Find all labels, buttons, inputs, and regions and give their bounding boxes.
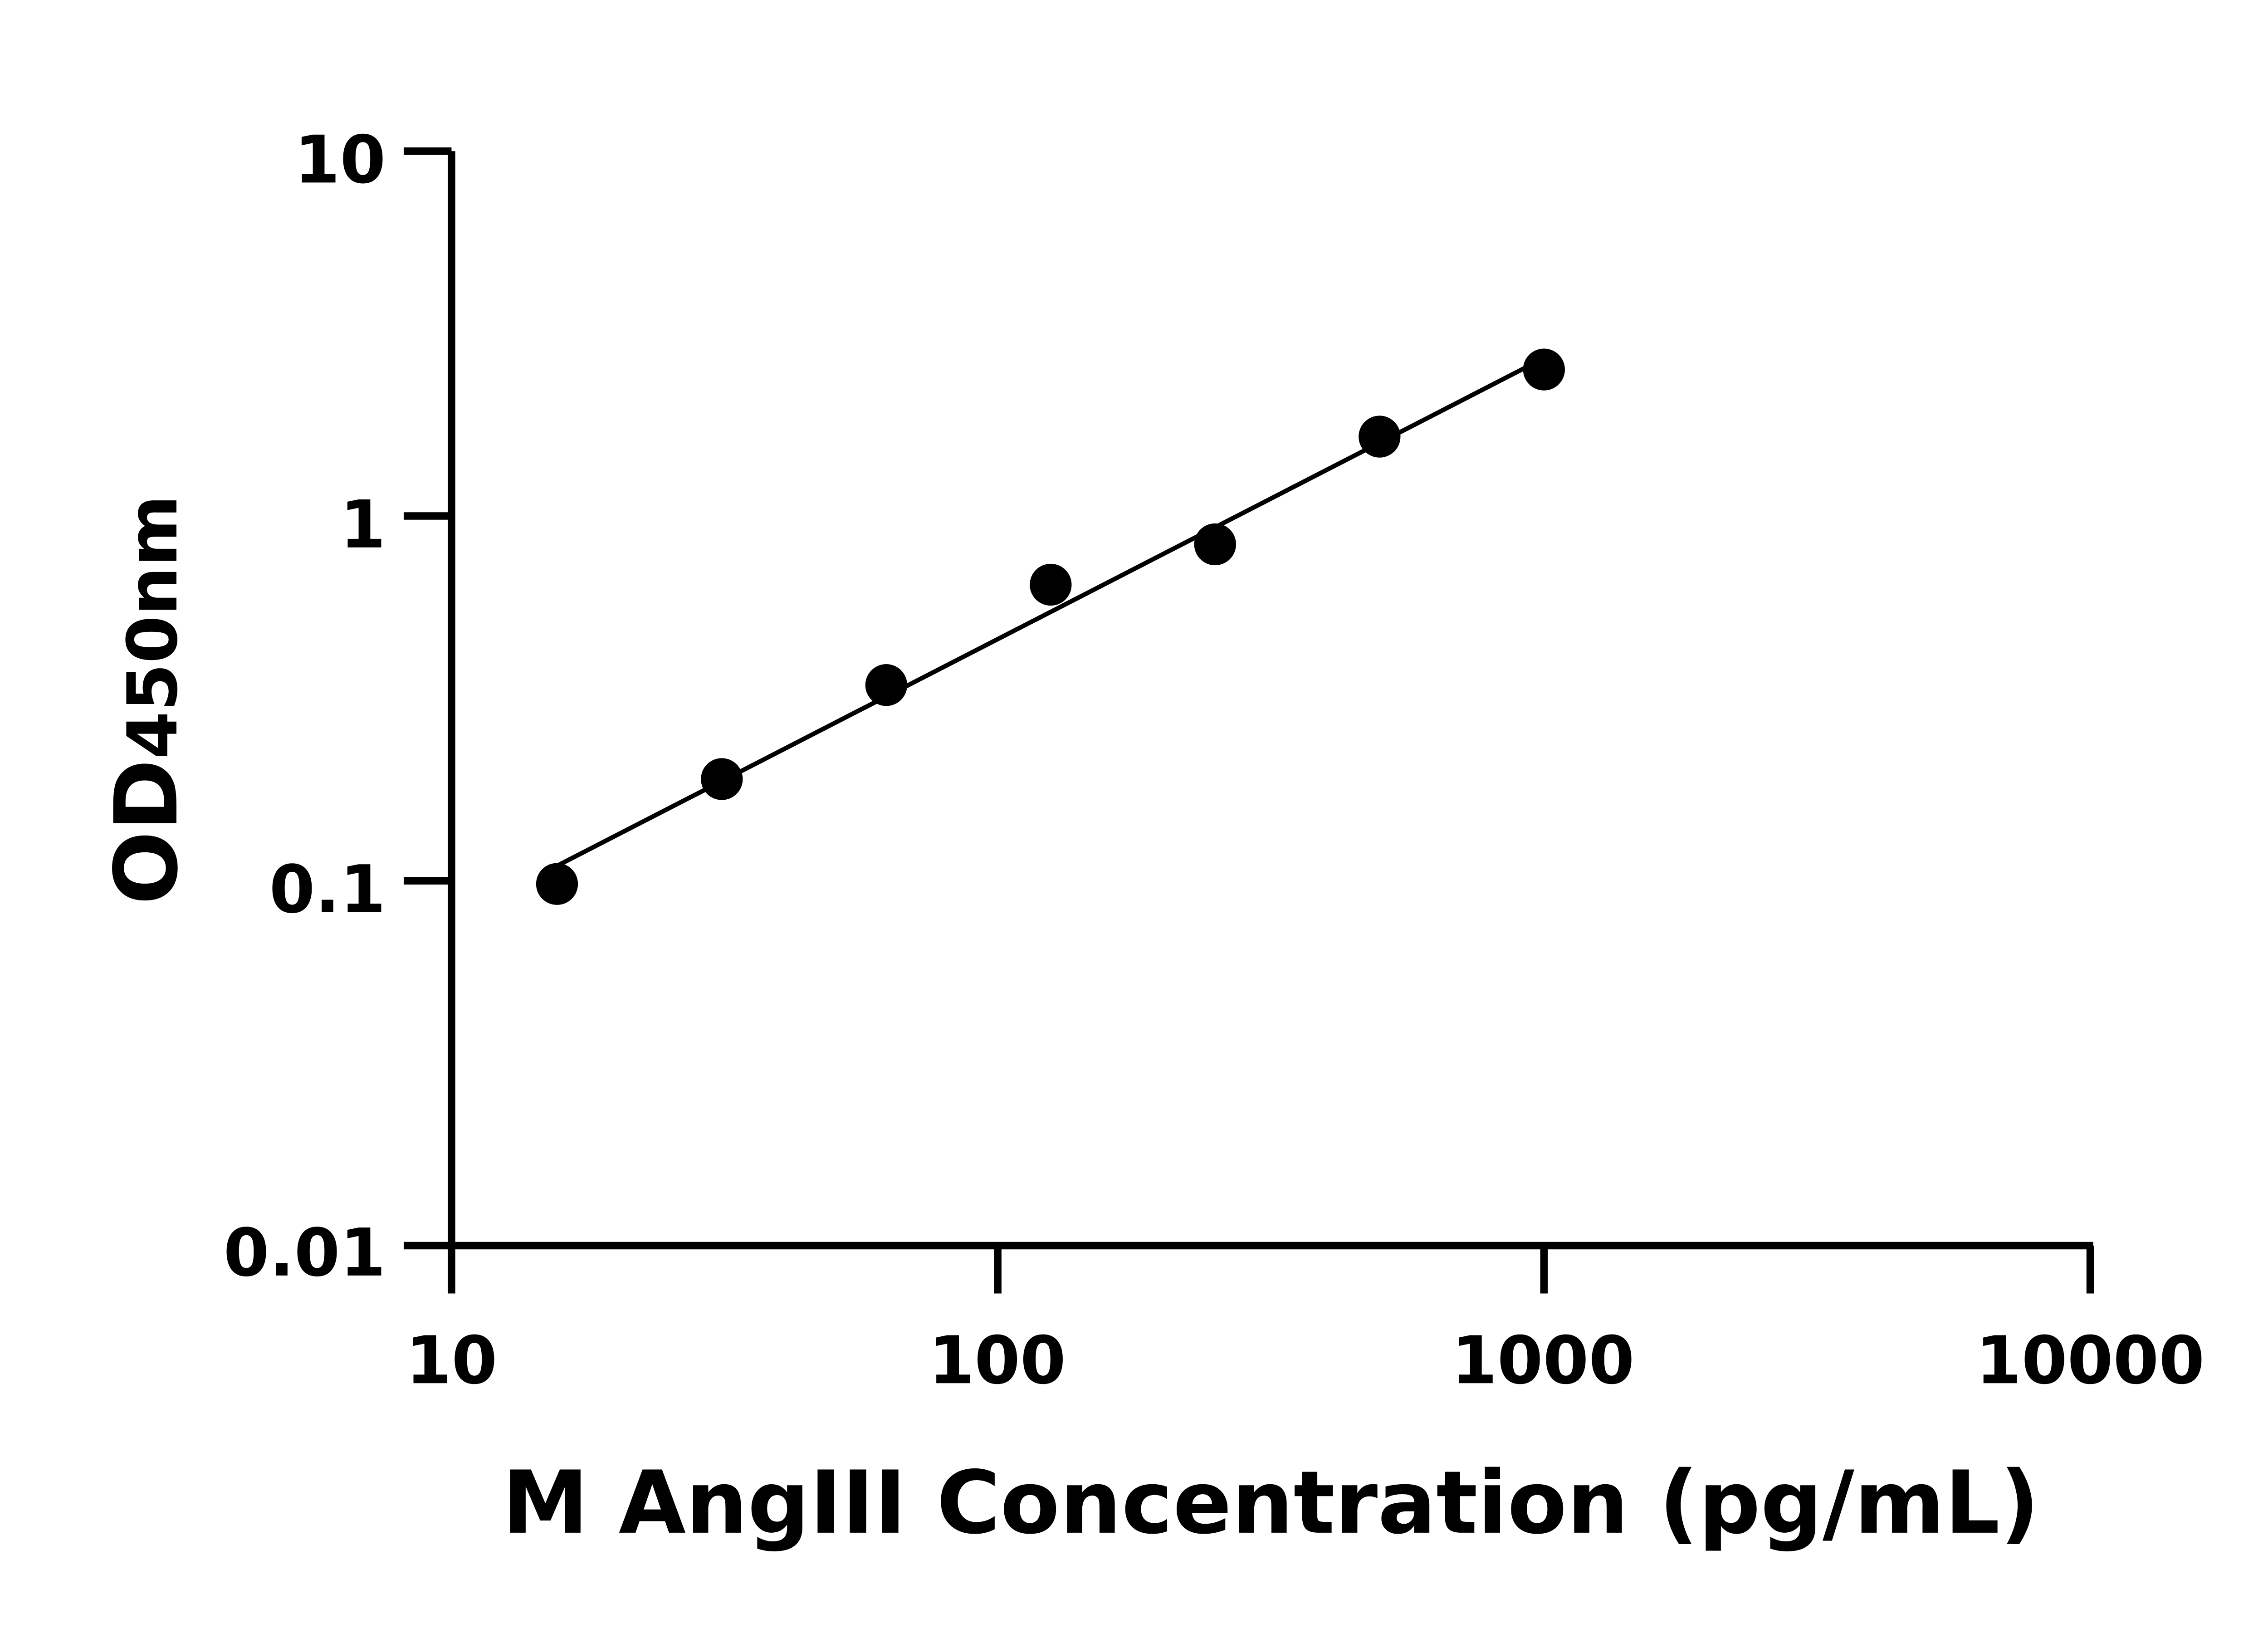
y-axis-label-sub: 450nm (112, 495, 193, 759)
x-tick-label: 1000 (1452, 1322, 1635, 1399)
data-point (701, 758, 743, 800)
x-tick-label: 10000 (1976, 1322, 2205, 1399)
data-point (536, 863, 578, 905)
y-axis-label: OD450nm (97, 495, 197, 905)
data-point (1523, 348, 1565, 391)
y-tick-label: 10 (294, 122, 386, 198)
y-tick-label: 0.01 (224, 1215, 386, 1291)
axes (403, 147, 2094, 1294)
data-point (865, 664, 907, 706)
y-tick-label: 0.1 (269, 851, 386, 928)
x-tick-label: 100 (929, 1322, 1066, 1399)
data-point (1194, 523, 1236, 566)
data-point (1359, 416, 1401, 458)
x-axis-label: M AngIII Concentration (pg/mL) (502, 1453, 2039, 1554)
data-point (1030, 563, 1072, 606)
y-axis-label-main: OD (97, 759, 197, 905)
tick-labels: 10 100 1000 10000 0.01 0.1 1 10 (224, 122, 2205, 1399)
x-tick-label: 10 (406, 1322, 498, 1399)
y-tick-label: 1 (340, 487, 386, 563)
data-marks (536, 348, 1565, 905)
